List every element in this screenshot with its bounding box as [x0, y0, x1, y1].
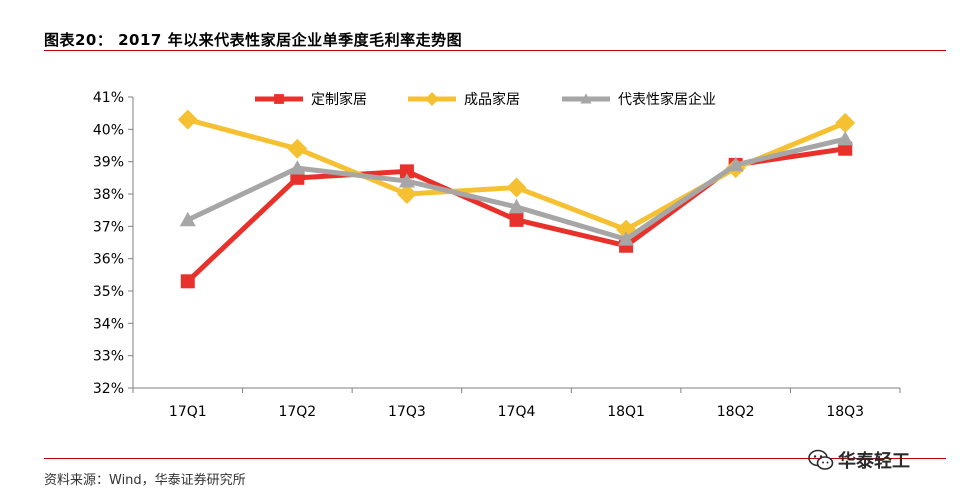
data-point [399, 164, 414, 179]
watermark-text: 华泰轻工 [838, 451, 910, 472]
legend-item: 代表性家居企业 [562, 91, 716, 108]
legend-swatch-marker [425, 92, 439, 106]
chart-axes: 32% 33% 34% 35% 36% 37% 38% 39% 40% 41% 17Q1 17Q2 17… [93, 90, 901, 420]
data-point [508, 198, 525, 214]
y-tick-label: 41% [93, 90, 124, 106]
data-point [180, 274, 195, 289]
legend-label: 定制家居 [311, 91, 367, 108]
legend-label: 成品家居 [464, 91, 520, 108]
y-tick-label: 33% [93, 349, 124, 365]
legend-item: 定制家居 [255, 91, 367, 108]
legend-swatch-marker [580, 93, 592, 104]
y-tick-label: 40% [93, 122, 124, 138]
figure-title: 图表20： 2017 年以来代表性家居企业单季度毛利率走势图 [44, 31, 463, 49]
legend-swatch-marker [274, 94, 284, 104]
x-tick-label: 17Q4 [498, 404, 536, 420]
y-tick-label: 34% [93, 316, 124, 332]
x-tick-label: 17Q3 [388, 404, 426, 420]
x-tick-label: 17Q2 [278, 404, 316, 420]
source-note: 资料来源：Wind，华泰证券研究所 [44, 473, 246, 488]
footer-divider [44, 458, 946, 459]
data-point [179, 211, 196, 227]
series-3 [179, 131, 854, 246]
data-point [618, 231, 635, 246]
chart-legend: 定制家居 成品家居 代表性家居企业 [255, 91, 716, 108]
data-point [727, 156, 744, 172]
y-tick-label: 39% [93, 155, 124, 171]
legend-label: 代表性家居企业 [618, 91, 716, 108]
data-point [398, 173, 415, 188]
data-point [835, 112, 856, 133]
y-tick-label: 36% [93, 252, 124, 268]
data-point [289, 160, 306, 175]
data-point [509, 212, 524, 227]
data-point [506, 177, 527, 198]
data-point [837, 131, 854, 146]
y-tick-label: 35% [93, 284, 124, 300]
data-point [177, 109, 198, 130]
x-tick-label: 18Q1 [607, 404, 645, 420]
data-point [287, 138, 308, 159]
title-divider [44, 50, 946, 51]
x-tick-label: 17Q1 [169, 404, 207, 420]
x-tick-label: 18Q3 [826, 404, 864, 420]
data-point [396, 184, 417, 204]
y-tick-label: 37% [93, 219, 124, 235]
y-tick-label: 38% [93, 187, 124, 203]
legend-item: 成品家居 [408, 91, 520, 108]
y-tick-label: 32% [93, 381, 124, 397]
x-tick-label: 18Q2 [717, 404, 755, 420]
watermark: 华泰轻工 [808, 447, 910, 473]
chart-series [177, 109, 856, 289]
wechat-icon [808, 449, 834, 470]
